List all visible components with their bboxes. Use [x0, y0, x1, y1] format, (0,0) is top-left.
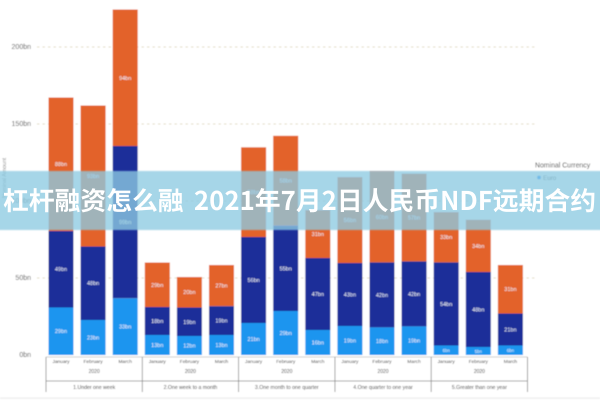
svg-text:21bn: 21bn — [247, 337, 259, 343]
svg-text:23bn: 23bn — [87, 336, 99, 342]
svg-text:2020: 2020 — [185, 369, 196, 375]
svg-text:March: March — [311, 359, 325, 365]
svg-text:16bn: 16bn — [312, 341, 324, 347]
svg-text:29bn: 29bn — [151, 283, 163, 289]
svg-text:88bn: 88bn — [55, 162, 67, 168]
svg-text:19bn: 19bn — [408, 339, 420, 345]
svg-text:50bn: 50bn — [15, 275, 31, 282]
svg-text:January: January — [341, 359, 359, 365]
svg-text:13bn: 13bn — [151, 343, 163, 349]
svg-text:150bn: 150bn — [12, 121, 32, 128]
svg-text:19bn: 19bn — [344, 339, 356, 345]
svg-text:18bn: 18bn — [376, 339, 388, 345]
svg-text:34bn: 34bn — [472, 244, 484, 250]
svg-text:47bn: 47bn — [312, 292, 324, 298]
svg-text:31bn: 31bn — [312, 232, 324, 238]
svg-text:54bn: 54bn — [440, 302, 452, 308]
svg-text:March: March — [215, 359, 229, 365]
svg-text:February: February — [83, 359, 103, 365]
svg-text:6bn: 6bn — [507, 348, 515, 353]
svg-text:20bn: 20bn — [183, 290, 195, 296]
svg-text:January: January — [52, 359, 70, 365]
svg-text:29bn: 29bn — [280, 331, 292, 337]
svg-text:19bn: 19bn — [183, 320, 195, 326]
svg-text:6bn: 6bn — [443, 348, 451, 353]
svg-text:2020: 2020 — [89, 369, 100, 375]
svg-text:13bn: 13bn — [215, 343, 227, 349]
svg-text:February: February — [372, 359, 392, 365]
svg-text:0bn: 0bn — [19, 352, 31, 359]
svg-text:94bn: 94bn — [119, 76, 131, 82]
svg-text:48bn: 48bn — [87, 281, 99, 287]
svg-text:55bn: 55bn — [280, 266, 292, 272]
svg-text:1.Under one week: 1.Under one week — [73, 385, 116, 391]
svg-text:5.Greater than one year: 5.Greater than one year — [452, 385, 507, 391]
svg-text:March: March — [504, 359, 518, 365]
svg-text:33bn: 33bn — [440, 235, 452, 241]
svg-text:27bn: 27bn — [215, 284, 227, 290]
svg-text:March: March — [119, 359, 133, 365]
svg-text:12bn: 12bn — [183, 344, 195, 350]
svg-text:February: February — [469, 359, 489, 365]
svg-text:29bn: 29bn — [55, 329, 67, 335]
svg-text:February: February — [180, 359, 200, 365]
svg-text:4.One quarter to one year: 4.One quarter to one year — [353, 385, 413, 391]
svg-text:19bn: 19bn — [215, 319, 227, 325]
svg-text:49bn: 49bn — [55, 267, 67, 273]
svg-text:5bn: 5bn — [475, 349, 483, 354]
svg-text:2020: 2020 — [474, 369, 485, 375]
svg-text:January: January — [149, 359, 167, 365]
svg-text:January: January — [245, 359, 263, 365]
svg-text:2020: 2020 — [377, 369, 388, 375]
svg-text:February: February — [276, 359, 296, 365]
svg-text:200bn: 200bn — [12, 44, 32, 51]
svg-text:48bn: 48bn — [472, 308, 484, 314]
svg-text:42bn: 42bn — [376, 293, 388, 299]
svg-text:33bn: 33bn — [119, 325, 131, 331]
svg-text:2020: 2020 — [281, 369, 292, 375]
svg-text:18bn: 18bn — [151, 319, 163, 325]
svg-text:21bn: 21bn — [504, 328, 516, 334]
svg-text:43bn: 43bn — [344, 293, 356, 299]
svg-text:31bn: 31bn — [504, 287, 516, 293]
svg-text:42bn: 42bn — [408, 292, 420, 298]
svg-text:56bn: 56bn — [247, 278, 259, 284]
svg-text:2.One week to a month: 2.One week to a month — [164, 385, 218, 391]
svg-text:3.One month to one quarter: 3.One month to one quarter — [255, 385, 319, 391]
svg-text:March: March — [407, 359, 421, 365]
svg-text:January: January — [438, 359, 456, 365]
svg-text:Nominal Currency: Nominal Currency — [535, 163, 591, 170]
